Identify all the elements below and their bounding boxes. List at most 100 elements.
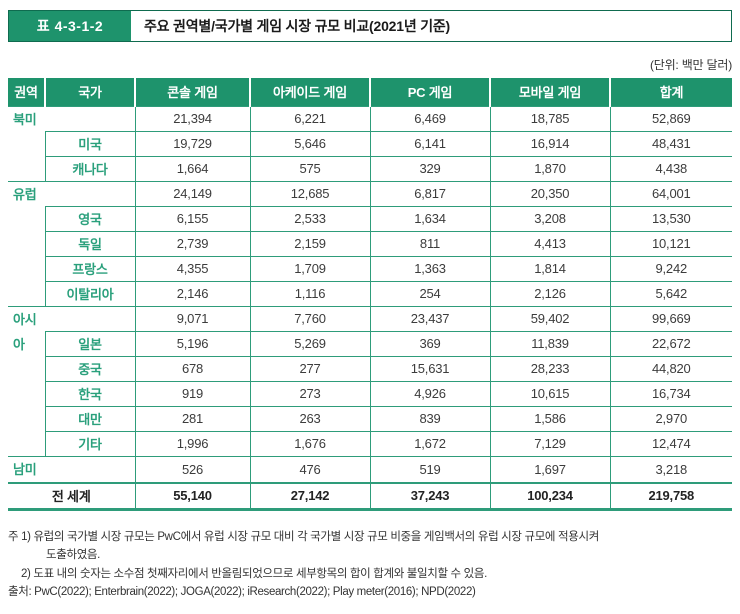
- value-cell: 24,149: [134, 180, 250, 206]
- value-cell: 27,142: [249, 481, 370, 511]
- value-cell: 16,914: [489, 130, 610, 156]
- region-cell: 남미: [8, 455, 45, 483]
- country-cell: 캐나다: [44, 155, 135, 181]
- table-row: 이탈리아 2,146 1,116 254 2,126 5,642: [8, 280, 732, 306]
- value-cell: 12,474: [609, 430, 732, 456]
- footnote-2: 2) 도표 내의 숫자는 소수점 첫째자리에서 반올림되었으므로 세부항목의 합…: [21, 567, 487, 580]
- market-size-table: 권역 국가 콘솔 게임 아케이드 게임 PC 게임 모바일 게임 합계 북미 21…: [8, 78, 732, 511]
- region-cell: 유럽: [8, 180, 45, 306]
- region-cell: 북미: [8, 105, 45, 181]
- value-cell: 9,071: [134, 305, 250, 331]
- value-cell: 48,431: [609, 130, 732, 156]
- value-cell: 2,146: [134, 280, 250, 306]
- value-cell: 10,121: [609, 230, 732, 256]
- value-cell: 1,363: [369, 255, 490, 281]
- table-row: 아시아 9,071 7,760 23,437 59,402 99,669: [8, 305, 732, 456]
- value-cell: 1,586: [489, 405, 610, 431]
- value-cell: 37,243: [369, 481, 490, 511]
- value-cell: 13,530: [609, 205, 732, 231]
- value-cell: 2,159: [249, 230, 370, 256]
- world-total-label: 전 세계: [8, 481, 135, 511]
- value-cell: 254: [369, 280, 490, 306]
- value-cell: 4,926: [369, 380, 490, 406]
- country-cell: 영국: [44, 205, 135, 231]
- value-cell: 2,126: [489, 280, 610, 306]
- value-cell: 2,970: [609, 405, 732, 431]
- value-cell: 1,697: [489, 455, 610, 483]
- value-cell: 44,820: [609, 355, 732, 381]
- value-cell: 21,394: [134, 105, 250, 131]
- col-header-mobile: 모바일 게임: [489, 78, 610, 106]
- value-cell: 4,438: [609, 155, 732, 181]
- value-cell: 12,685: [249, 180, 370, 206]
- value-cell: 6,469: [369, 105, 490, 131]
- value-cell: 6,141: [369, 130, 490, 156]
- table-header-row: 권역 국가 콘솔 게임 아케이드 게임 PC 게임 모바일 게임 합계: [8, 78, 732, 106]
- col-header-total: 합계: [609, 78, 732, 106]
- table-row: 캐나다 1,664 575 329 1,870 4,438: [8, 155, 732, 181]
- value-cell: 5,646: [249, 130, 370, 156]
- value-cell: 3,218: [609, 455, 732, 483]
- table-row: 영국 6,155 2,533 1,634 3,208 13,530: [8, 205, 732, 231]
- country-cell: 대만: [44, 405, 135, 431]
- value-cell: 919: [134, 380, 250, 406]
- country-cell: [45, 455, 135, 483]
- table-row: 남미 526 476 519 1,697 3,218: [8, 455, 732, 483]
- value-cell: 4,413: [489, 230, 610, 256]
- table-number-badge: 표 4-3-1-2: [9, 11, 131, 41]
- value-cell: 59,402: [489, 305, 610, 331]
- country-cell: [45, 180, 135, 206]
- table-row: 대만 281 263 839 1,586 2,970: [8, 405, 732, 431]
- value-cell: 7,760: [249, 305, 370, 331]
- value-cell: 15,631: [369, 355, 490, 381]
- table-row: 일본 5,196 5,269 369 11,839 22,672: [8, 330, 732, 356]
- value-cell: 22,672: [609, 330, 732, 356]
- value-cell: 1,664: [134, 155, 250, 181]
- world-total-row: 전 세계 55,140 27,142 37,243 100,234 219,758: [8, 481, 732, 511]
- value-cell: 5,196: [134, 330, 250, 356]
- value-cell: 19,729: [134, 130, 250, 156]
- value-cell: 281: [134, 405, 250, 431]
- value-cell: 575: [249, 155, 370, 181]
- value-cell: 1,996: [134, 430, 250, 456]
- value-cell: 7,129: [489, 430, 610, 456]
- value-cell: 28,233: [489, 355, 610, 381]
- country-cell: 중국: [44, 355, 135, 381]
- value-cell: 1,709: [249, 255, 370, 281]
- table-row: 한국 919 273 4,926 10,615 16,734: [8, 380, 732, 406]
- value-cell: 100,234: [489, 481, 610, 511]
- col-header-pc: PC 게임: [369, 78, 490, 106]
- value-cell: 18,785: [489, 105, 610, 131]
- value-cell: 839: [369, 405, 490, 431]
- country-cell: 이탈리아: [44, 280, 135, 306]
- value-cell: 2,739: [134, 230, 250, 256]
- value-cell: 99,669: [609, 305, 732, 331]
- value-cell: 2,533: [249, 205, 370, 231]
- value-cell: 519: [369, 455, 490, 483]
- footnotes: 주 1) 유럽의 국가별 시장 규모는 PwC에서 유럽 시장 규모 대비 각 …: [8, 528, 732, 602]
- value-cell: 20,350: [489, 180, 610, 206]
- value-cell: 1,870: [489, 155, 610, 181]
- col-header-country: 국가: [44, 78, 135, 106]
- value-cell: 526: [134, 455, 250, 483]
- table-row: 프랑스 4,355 1,709 1,363 1,814 9,242: [8, 255, 732, 281]
- col-header-arcade: 아케이드 게임: [249, 78, 370, 106]
- unit-note: (단위: 백만 달러): [649, 58, 732, 72]
- country-cell: 독일: [44, 230, 135, 256]
- value-cell: 4,355: [134, 255, 250, 281]
- value-cell: 3,208: [489, 205, 610, 231]
- table-title: 주요 권역별/국가별 게임 시장 규모 비교(2021년 기준): [144, 18, 451, 34]
- table-row: 유럽 24,149 12,685 6,817 20,350 64,001: [8, 180, 732, 306]
- country-cell: [45, 305, 135, 331]
- col-header-region: 권역: [8, 78, 45, 106]
- value-cell: 6,221: [249, 105, 370, 131]
- value-cell: 263: [249, 405, 370, 431]
- value-cell: 369: [369, 330, 490, 356]
- value-cell: 273: [249, 380, 370, 406]
- value-cell: 23,437: [369, 305, 490, 331]
- table-row: 북미 21,394 6,221 6,469 18,785 52,869: [8, 105, 732, 181]
- value-cell: 1,676: [249, 430, 370, 456]
- col-header-console: 콘솔 게임: [134, 78, 250, 106]
- value-cell: 11,839: [489, 330, 610, 356]
- value-cell: 10,615: [489, 380, 610, 406]
